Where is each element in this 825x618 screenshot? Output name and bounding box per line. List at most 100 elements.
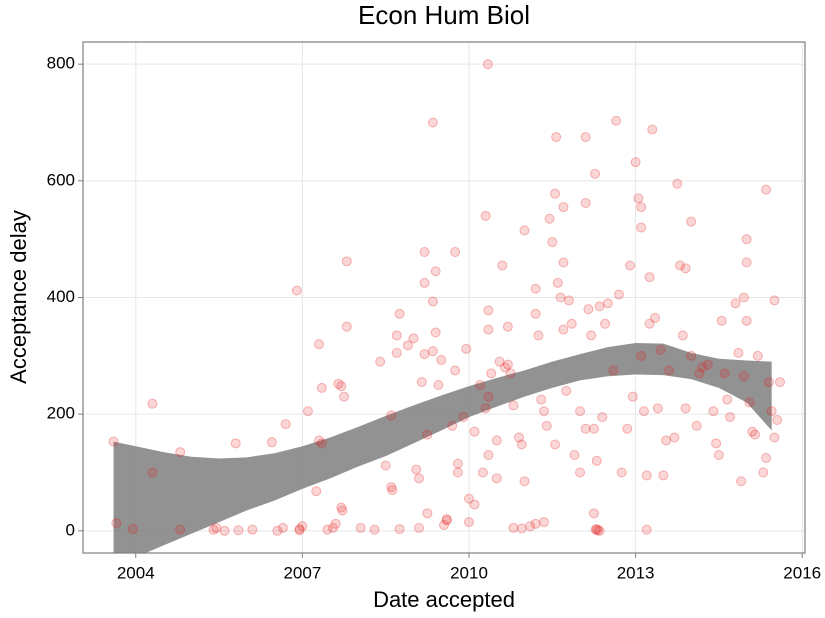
point	[430, 327, 441, 338]
x-tick-label: 2016	[783, 563, 821, 582]
point	[697, 362, 708, 373]
point	[355, 522, 366, 533]
x-tick-label: 2004	[117, 563, 155, 582]
point	[563, 295, 574, 306]
point	[505, 368, 516, 379]
y-tick-label: 0	[66, 520, 75, 539]
point	[477, 467, 488, 478]
point	[294, 524, 305, 535]
y-tick-label: 200	[47, 404, 75, 423]
point	[613, 289, 624, 300]
point	[394, 524, 405, 535]
point	[247, 524, 258, 535]
point	[761, 452, 772, 463]
point	[691, 420, 702, 431]
point	[680, 403, 691, 414]
point	[702, 359, 713, 370]
point	[611, 115, 622, 126]
point	[575, 467, 586, 478]
point	[330, 518, 341, 529]
point	[491, 435, 502, 446]
point	[433, 380, 444, 390]
point	[314, 435, 325, 446]
point	[461, 343, 472, 354]
point	[763, 377, 774, 388]
point	[387, 485, 398, 495]
point	[427, 296, 438, 307]
point	[761, 184, 772, 195]
point	[483, 305, 494, 316]
point	[591, 524, 602, 535]
point	[650, 312, 661, 323]
point	[597, 412, 608, 423]
point	[672, 178, 683, 189]
point	[616, 467, 627, 478]
point	[441, 514, 452, 525]
point	[552, 277, 563, 288]
point	[625, 260, 636, 271]
point	[594, 525, 605, 536]
point	[644, 318, 655, 329]
point	[277, 522, 288, 533]
point	[769, 295, 780, 306]
point	[327, 522, 338, 533]
point	[633, 193, 644, 204]
point	[580, 198, 591, 208]
point	[280, 419, 291, 430]
point	[380, 460, 391, 471]
point	[341, 256, 352, 267]
point	[230, 438, 241, 449]
ticks: 0 200 400 600 800 2004 2007 2010 2013 2016	[47, 54, 822, 583]
point	[414, 522, 425, 533]
point	[508, 522, 519, 533]
point	[175, 524, 186, 535]
point	[752, 350, 763, 361]
point	[450, 365, 461, 376]
point	[519, 225, 530, 236]
point	[219, 525, 230, 536]
point	[644, 272, 655, 283]
point	[447, 420, 458, 431]
point	[513, 432, 524, 443]
point	[575, 406, 586, 417]
point	[494, 356, 505, 367]
point	[525, 521, 536, 532]
point	[108, 436, 119, 447]
point	[538, 406, 549, 417]
point	[391, 330, 402, 341]
point	[538, 517, 549, 528]
point	[680, 263, 691, 274]
point	[675, 260, 686, 271]
point	[608, 365, 619, 376]
point	[636, 202, 647, 213]
point	[337, 505, 348, 516]
point	[414, 473, 425, 484]
point	[469, 499, 480, 510]
point	[272, 525, 283, 536]
point	[736, 476, 747, 487]
point	[369, 524, 380, 535]
point	[733, 347, 744, 358]
plot-area	[108, 59, 786, 553]
point	[416, 377, 427, 388]
point	[713, 450, 724, 460]
point	[730, 298, 741, 309]
y-tick-label: 400	[47, 287, 75, 306]
point	[436, 354, 447, 365]
point	[583, 304, 594, 315]
point	[738, 371, 749, 382]
point	[419, 277, 430, 288]
point	[402, 340, 413, 351]
point	[569, 450, 580, 460]
point	[622, 423, 633, 434]
point	[430, 266, 441, 277]
point	[386, 482, 397, 493]
point	[558, 257, 569, 268]
x-axis-label: Date accepted	[373, 587, 515, 612]
point	[311, 486, 322, 497]
x-tick-label: 2007	[283, 563, 321, 582]
point	[516, 523, 527, 534]
point	[302, 406, 313, 417]
point	[147, 398, 158, 409]
point	[592, 525, 603, 536]
